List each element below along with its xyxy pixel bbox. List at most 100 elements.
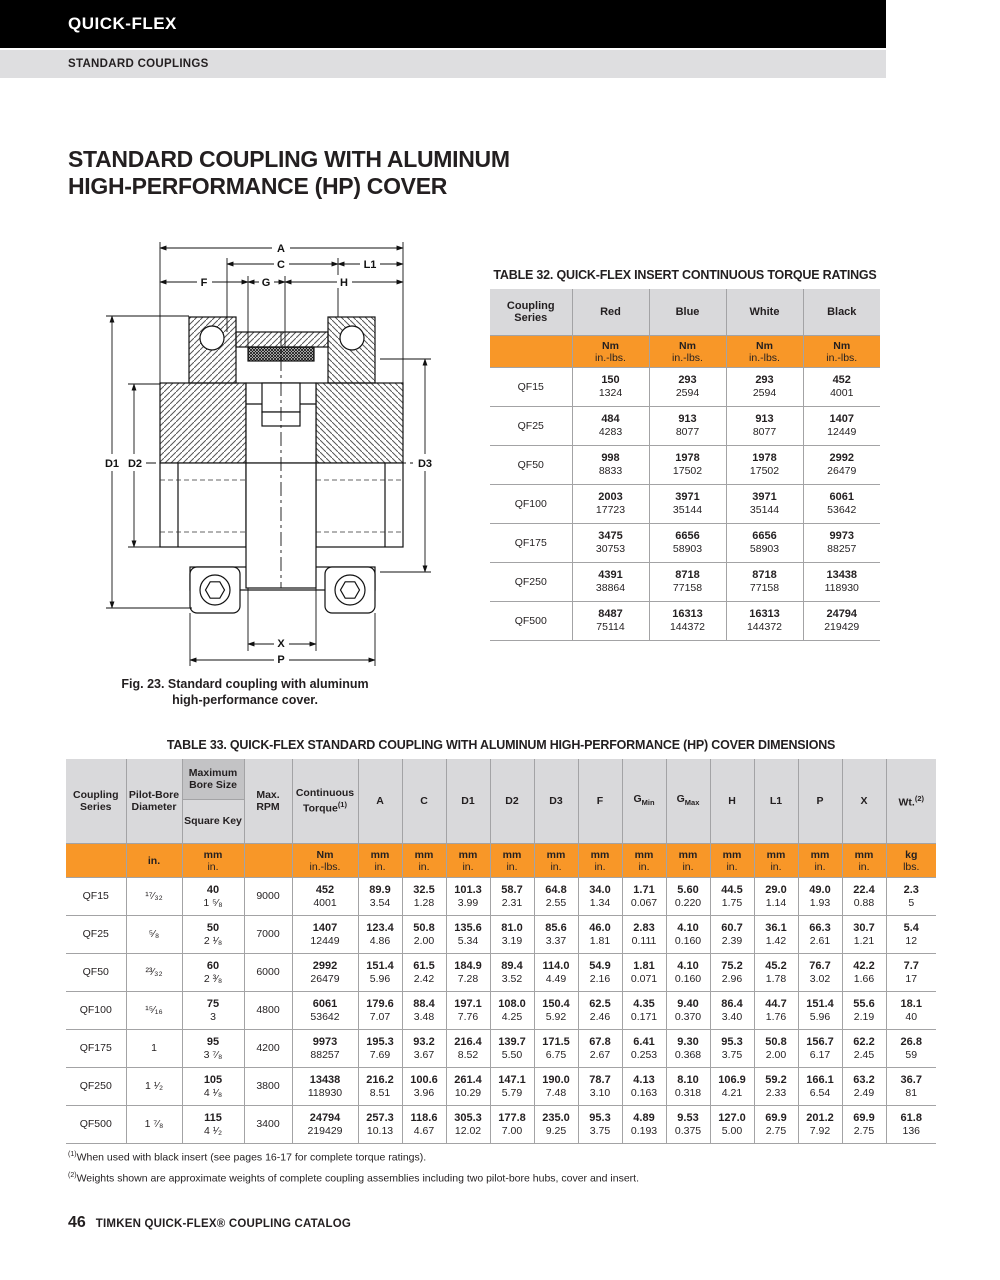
- torque-value-cell: 2003 17723: [571, 484, 650, 524]
- torque-value-cell: 3475 30753: [571, 523, 650, 563]
- table33-units-row: in. mm in. Nm in.-lbs. mm in. mm in. mm in. mm in. mm…: [66, 843, 936, 878]
- torque-value-cell: 3971 35144: [648, 484, 727, 524]
- coupling-series-cell: QF500: [490, 601, 573, 641]
- table33-unit-cell: mm in.: [753, 843, 799, 878]
- table33-col-header: D3: [533, 759, 579, 844]
- dimension-value-cell: 257.3 10.13: [357, 1105, 403, 1144]
- dim-label-p: P: [277, 654, 284, 666]
- table33-unit-cell: mm in.: [665, 843, 711, 878]
- dimension-value-cell: 156.7 6.17: [797, 1029, 843, 1068]
- torque-value-cell: 8718 77158: [725, 562, 804, 602]
- table33-col-header: C: [401, 759, 447, 844]
- dim-label-d3: D3: [418, 458, 432, 470]
- table33-row: QF175 1 95 3 ⁷⁄₈ 4200 9973 88257 195.3 7.69 93.2 3…: [66, 1029, 936, 1068]
- page-number: 46: [68, 1214, 86, 1231]
- dimension-value-cell: 76.7 3.02: [797, 953, 843, 992]
- table32-col-header: White: [725, 289, 804, 336]
- coupling-series-cell: QF250: [66, 1067, 127, 1106]
- table33-col-header: F: [577, 759, 623, 844]
- table33-col-header: L1: [753, 759, 799, 844]
- dimension-value-cell: 8.10 0.318: [665, 1067, 711, 1106]
- dimension-value-cell: 261.4 10.29: [445, 1067, 491, 1106]
- dimension-value-cell: 66.3 2.61: [797, 915, 843, 954]
- table32-unit-cell: Nm in.-lbs.: [802, 335, 880, 368]
- dimension-value-cell: 61.5 2.42: [401, 953, 447, 992]
- dimension-value-cell: 177.8 7.00: [489, 1105, 535, 1144]
- dimension-value-cell: 42.2 1.66: [841, 953, 887, 992]
- table33-unit-cell: mm in.: [445, 843, 491, 878]
- dimension-value-cell: 32.5 1.28: [401, 877, 447, 916]
- coupling-series-cell: QF15: [490, 367, 573, 407]
- table32-unit-cell: [490, 335, 573, 368]
- dimension-value-cell: 2.3 5: [885, 877, 936, 916]
- table33-row: QF500 1 ⁷⁄₈ 115 4 ¹⁄₂ 3400 24794 219429 257.3 10…: [66, 1105, 936, 1144]
- torque-value-cell: 6061 53642: [802, 484, 880, 524]
- table32-row: QF250 4391 38864 8718 77158 8718 77158 13438 118…: [490, 562, 880, 602]
- table33-row: QF25 ⁵⁄₈ 50 2 ¹⁄₈ 7000 1407 12449 123.4 4.86 50.8…: [66, 915, 936, 954]
- table32-row: QF100 2003 17723 3971 35144 3971 35144 6061 5364…: [490, 484, 880, 524]
- max-bore-cell: 75 3: [181, 991, 245, 1030]
- table33-col-header: Pilot-Bore Diameter: [125, 759, 183, 844]
- table33-row: QF100 ¹⁵⁄₁₆ 75 3 4800 6061 53642 179.6 7.07 88.4 3…: [66, 991, 936, 1030]
- dimension-value-cell: 64.8 2.55: [533, 877, 579, 916]
- table33-unit-cell: mm in.: [357, 843, 403, 878]
- dimension-value-cell: 86.4 3.40: [709, 991, 755, 1030]
- dimension-value-cell: 13438 118930: [291, 1067, 359, 1106]
- dimension-value-cell: 85.6 3.37: [533, 915, 579, 954]
- table33-unit-cell: mm in.: [797, 843, 843, 878]
- max-rpm-cell: 3800: [243, 1067, 293, 1106]
- dimension-value-cell: 5.4 12: [885, 915, 936, 954]
- dimension-value-cell: 95.3 3.75: [577, 1105, 623, 1144]
- dim-label-d2: D2: [128, 458, 142, 470]
- dimension-value-cell: 67.8 2.67: [577, 1029, 623, 1068]
- dimension-value-cell: 235.0 9.25: [533, 1105, 579, 1144]
- max-rpm-cell: 7000: [243, 915, 293, 954]
- figure-drawing: [142, 316, 422, 614]
- dimension-value-cell: 63.2 2.49: [841, 1067, 887, 1106]
- dimension-value-cell: 166.1 6.54: [797, 1067, 843, 1106]
- torque-value-cell: 1407 12449: [802, 406, 880, 446]
- dimension-value-cell: 30.7 1.21: [841, 915, 887, 954]
- dimension-value-cell: 1.71 0.067: [621, 877, 667, 916]
- dimension-value-cell: 106.9 4.21: [709, 1067, 755, 1106]
- dim-label-f: F: [201, 277, 208, 289]
- figure-caption-line1: Fig. 23. Standard coupling with aluminum: [121, 677, 369, 691]
- pilot-bore-cell: ⁵⁄₈: [125, 915, 183, 954]
- dimension-value-cell: 201.2 7.92: [797, 1105, 843, 1144]
- max-bore-cell: 50 2 ¹⁄₈: [181, 915, 245, 954]
- dimension-value-cell: 93.2 3.67: [401, 1029, 447, 1068]
- table33-unit-cell: mm in.: [709, 843, 755, 878]
- torque-ratings-table: Coupling Series Red Blue White Black Nm in.-l…: [490, 289, 880, 641]
- table33-section: TABLE 33. QUICK-FLEX STANDARD COUPLING W…: [66, 738, 936, 1144]
- torque-value-cell: 998 8833: [571, 445, 650, 485]
- dimension-value-cell: 197.1 7.76: [445, 991, 491, 1030]
- table33-row: QF250 1 ¹⁄₂ 105 4 ¹⁄₈ 3800 13438 118930 216.2 8.…: [66, 1067, 936, 1106]
- figure-dimension-labels: A C L1 F G H D1 D2 D3 X P: [100, 241, 437, 666]
- torque-value-cell: 484 4283: [571, 406, 650, 446]
- dimension-value-cell: 89.4 3.52: [489, 953, 535, 992]
- page-title-line1: STANDARD COUPLING WITH ALUMINUM: [68, 146, 510, 172]
- dimension-value-cell: 171.5 6.75: [533, 1029, 579, 1068]
- table33-unit-cell: mm in.: [841, 843, 887, 878]
- dimension-value-cell: 108.0 4.25: [489, 991, 535, 1030]
- torque-value-cell: 16313 144372: [648, 601, 727, 641]
- dimension-value-cell: 4.10 0.160: [665, 915, 711, 954]
- brand-header-bar: QUICK-FLEX: [0, 0, 886, 48]
- dimension-value-cell: 9.53 0.375: [665, 1105, 711, 1144]
- table33-unit-cell: [66, 843, 127, 878]
- pilot-bore-cell: 1 ¹⁄₂: [125, 1067, 183, 1106]
- section-title: STANDARD COUPLINGS: [68, 58, 209, 70]
- coupling-series-cell: QF25: [490, 406, 573, 446]
- table32-col-header: Coupling Series: [490, 289, 573, 336]
- dimension-value-cell: 81.0 3.19: [489, 915, 535, 954]
- footnote-2: (2)Weights shown are approximate weights…: [68, 1167, 639, 1188]
- dim-label-c: C: [277, 259, 285, 271]
- coupling-series-cell: QF100: [66, 991, 127, 1030]
- torque-value-cell: 913 8077: [725, 406, 804, 446]
- table32-row: QF50 998 8833 1978 17502 1978 17502 2992 26479: [490, 445, 880, 485]
- dimension-value-cell: 190.0 7.48: [533, 1067, 579, 1106]
- dimension-value-cell: 452 4001: [291, 877, 359, 916]
- table32-unit-cell: Nm in.-lbs.: [571, 335, 650, 368]
- coupling-series-cell: QF250: [490, 562, 573, 602]
- dimension-value-cell: 4.35 0.171: [621, 991, 667, 1030]
